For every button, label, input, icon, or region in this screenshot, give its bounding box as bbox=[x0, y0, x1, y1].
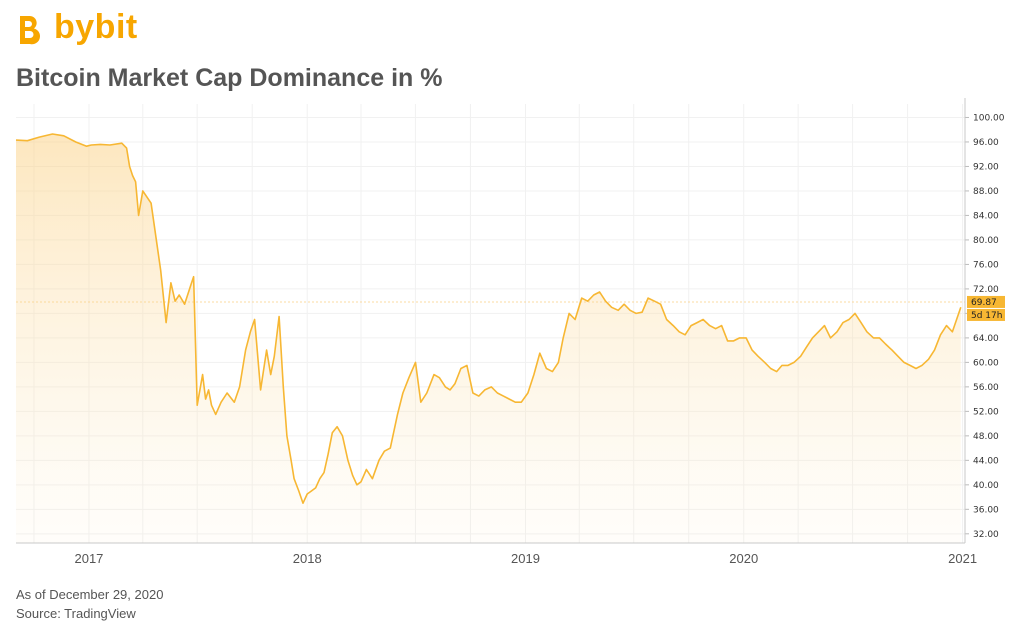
y-tick-label: 88.00 bbox=[973, 187, 999, 197]
dominance-line bbox=[15, 133, 962, 504]
y-tick-label: 56.00 bbox=[973, 383, 999, 393]
area-layer bbox=[15, 133, 965, 543]
y-tick-label: 64.00 bbox=[973, 334, 999, 344]
y-tick-label: 72.00 bbox=[973, 285, 999, 295]
y-tick-label: 44.00 bbox=[973, 456, 999, 466]
x-tick-label: 2019 bbox=[511, 551, 540, 566]
bybit-wordmark: bybit bbox=[54, 8, 138, 46]
y-tick-label: 52.00 bbox=[973, 407, 999, 417]
y-tick-label: 92.00 bbox=[973, 162, 999, 172]
y-tick-label: 40.00 bbox=[973, 481, 999, 491]
x-axis-ticks: 2017 2018 2019 2020 2021 bbox=[74, 551, 977, 566]
source-note: Source: TradingView bbox=[16, 606, 136, 621]
x-tick-label: 2020 bbox=[729, 551, 758, 566]
x-tick-label: 2018 bbox=[293, 551, 322, 566]
y-tick-label: 100.00 bbox=[973, 113, 1005, 123]
bybit-logo: bybit bbox=[14, 8, 164, 50]
dominance-area-fill bbox=[16, 134, 961, 543]
countdown-text: 5d 17h bbox=[971, 311, 1002, 321]
chart-title: Bitcoin Market Cap Dominance in % bbox=[16, 64, 443, 92]
x-tick-label: 2021 bbox=[948, 551, 977, 566]
y-tick-label: 36.00 bbox=[973, 505, 999, 515]
footer: As of December 29, 2020 Source: TradingV… bbox=[16, 585, 163, 623]
y-tick-label: 48.00 bbox=[973, 432, 999, 442]
x-tick-label: 2017 bbox=[74, 551, 103, 566]
y-tick-label: 84.00 bbox=[973, 211, 999, 221]
last-value-text: 69.87 bbox=[971, 298, 997, 308]
y-axis-ticks: 100.00 96.00 92.00 88.00 84.00 80.00 76.00 72.0… bbox=[973, 113, 1005, 539]
dominance-chart: 100.00 96.00 92.00 88.00 84.00 80.00 76.00 72.0… bbox=[15, 98, 1005, 566]
last-value-badge bbox=[967, 295, 1005, 308]
last-value-badges: 69.87 5d 17h bbox=[967, 295, 1005, 321]
y-tick-label: 76.00 bbox=[973, 260, 999, 270]
bybit-logo-icon bbox=[20, 16, 41, 45]
y-tick-label: 96.00 bbox=[973, 138, 999, 148]
y-tick-label: 32.00 bbox=[973, 530, 999, 540]
axes bbox=[16, 98, 969, 544]
y-tick-label: 80.00 bbox=[973, 236, 999, 246]
countdown-badge bbox=[967, 308, 1005, 321]
as-of-date: As of December 29, 2020 bbox=[16, 587, 164, 602]
y-tick-label: 60.00 bbox=[973, 358, 999, 368]
